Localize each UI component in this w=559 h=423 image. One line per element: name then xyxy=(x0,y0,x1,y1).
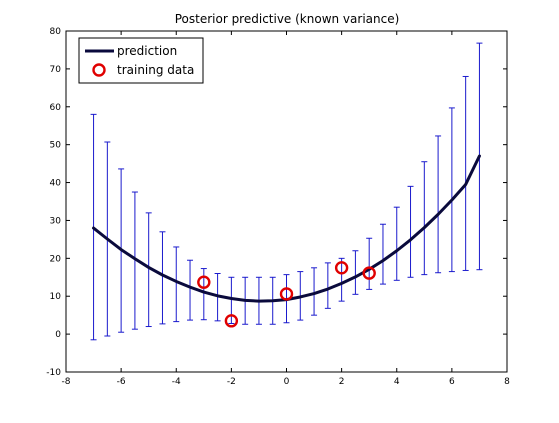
error-bar xyxy=(145,212,152,328)
error-bar xyxy=(435,135,442,274)
error-bar xyxy=(407,185,414,278)
error-bar xyxy=(338,257,345,302)
legend: prediction training data xyxy=(78,37,204,84)
x-tick-label: -4 xyxy=(172,377,181,387)
y-tick-label: 80 xyxy=(50,27,62,37)
y-tick-label: 60 xyxy=(50,103,62,113)
error-bar xyxy=(379,223,386,285)
legend-swatch-training-data xyxy=(92,63,106,77)
x-tick-label: -2 xyxy=(227,377,236,387)
x-tick-label: -6 xyxy=(117,377,126,387)
plot-area xyxy=(90,42,483,341)
error-bar xyxy=(311,267,318,316)
x-tick-label: -8 xyxy=(62,377,71,387)
error-bar xyxy=(187,259,194,321)
error-bar xyxy=(421,161,428,276)
x-tick-label: 8 xyxy=(504,377,510,387)
legend-label-training-data: training data xyxy=(117,63,194,77)
x-tick-label: 0 xyxy=(284,377,290,387)
error-bar xyxy=(448,107,455,273)
x-tick-label: 4 xyxy=(394,377,400,387)
error-bar xyxy=(462,75,469,271)
axes: -8 -6 -4 -2 0 2 4 6 8 -10 0 10 20 30 40 50 60 70 80 xyxy=(46,27,510,387)
training-data-point xyxy=(197,275,211,289)
training-data-point xyxy=(362,266,376,280)
y-tick-label: 40 xyxy=(50,179,62,189)
x-tick-label: 2 xyxy=(339,377,345,387)
y-tick-label: 0 xyxy=(55,330,61,340)
x-tick-label: 6 xyxy=(449,377,455,387)
legend-label-prediction: prediction xyxy=(117,44,177,58)
error-bar xyxy=(352,250,359,295)
y-tick-label: 50 xyxy=(50,141,62,151)
training-data-point xyxy=(279,287,294,301)
chart-title: Posterior predictive (known variance) xyxy=(175,12,400,26)
training-data-point xyxy=(224,314,239,328)
y-tick-label: 20 xyxy=(50,254,62,264)
y-tick-label: -10 xyxy=(46,368,61,378)
error-bar xyxy=(159,231,166,325)
y-tick-label: 10 xyxy=(50,292,62,302)
y-tick-label: 30 xyxy=(50,216,62,226)
error-bar xyxy=(173,246,180,323)
y-tick-label: 70 xyxy=(50,65,62,75)
error-bar xyxy=(393,206,400,281)
error-bar xyxy=(324,262,331,309)
error-bar xyxy=(131,191,138,330)
training-data-point xyxy=(334,261,349,275)
error-bar xyxy=(366,237,373,290)
